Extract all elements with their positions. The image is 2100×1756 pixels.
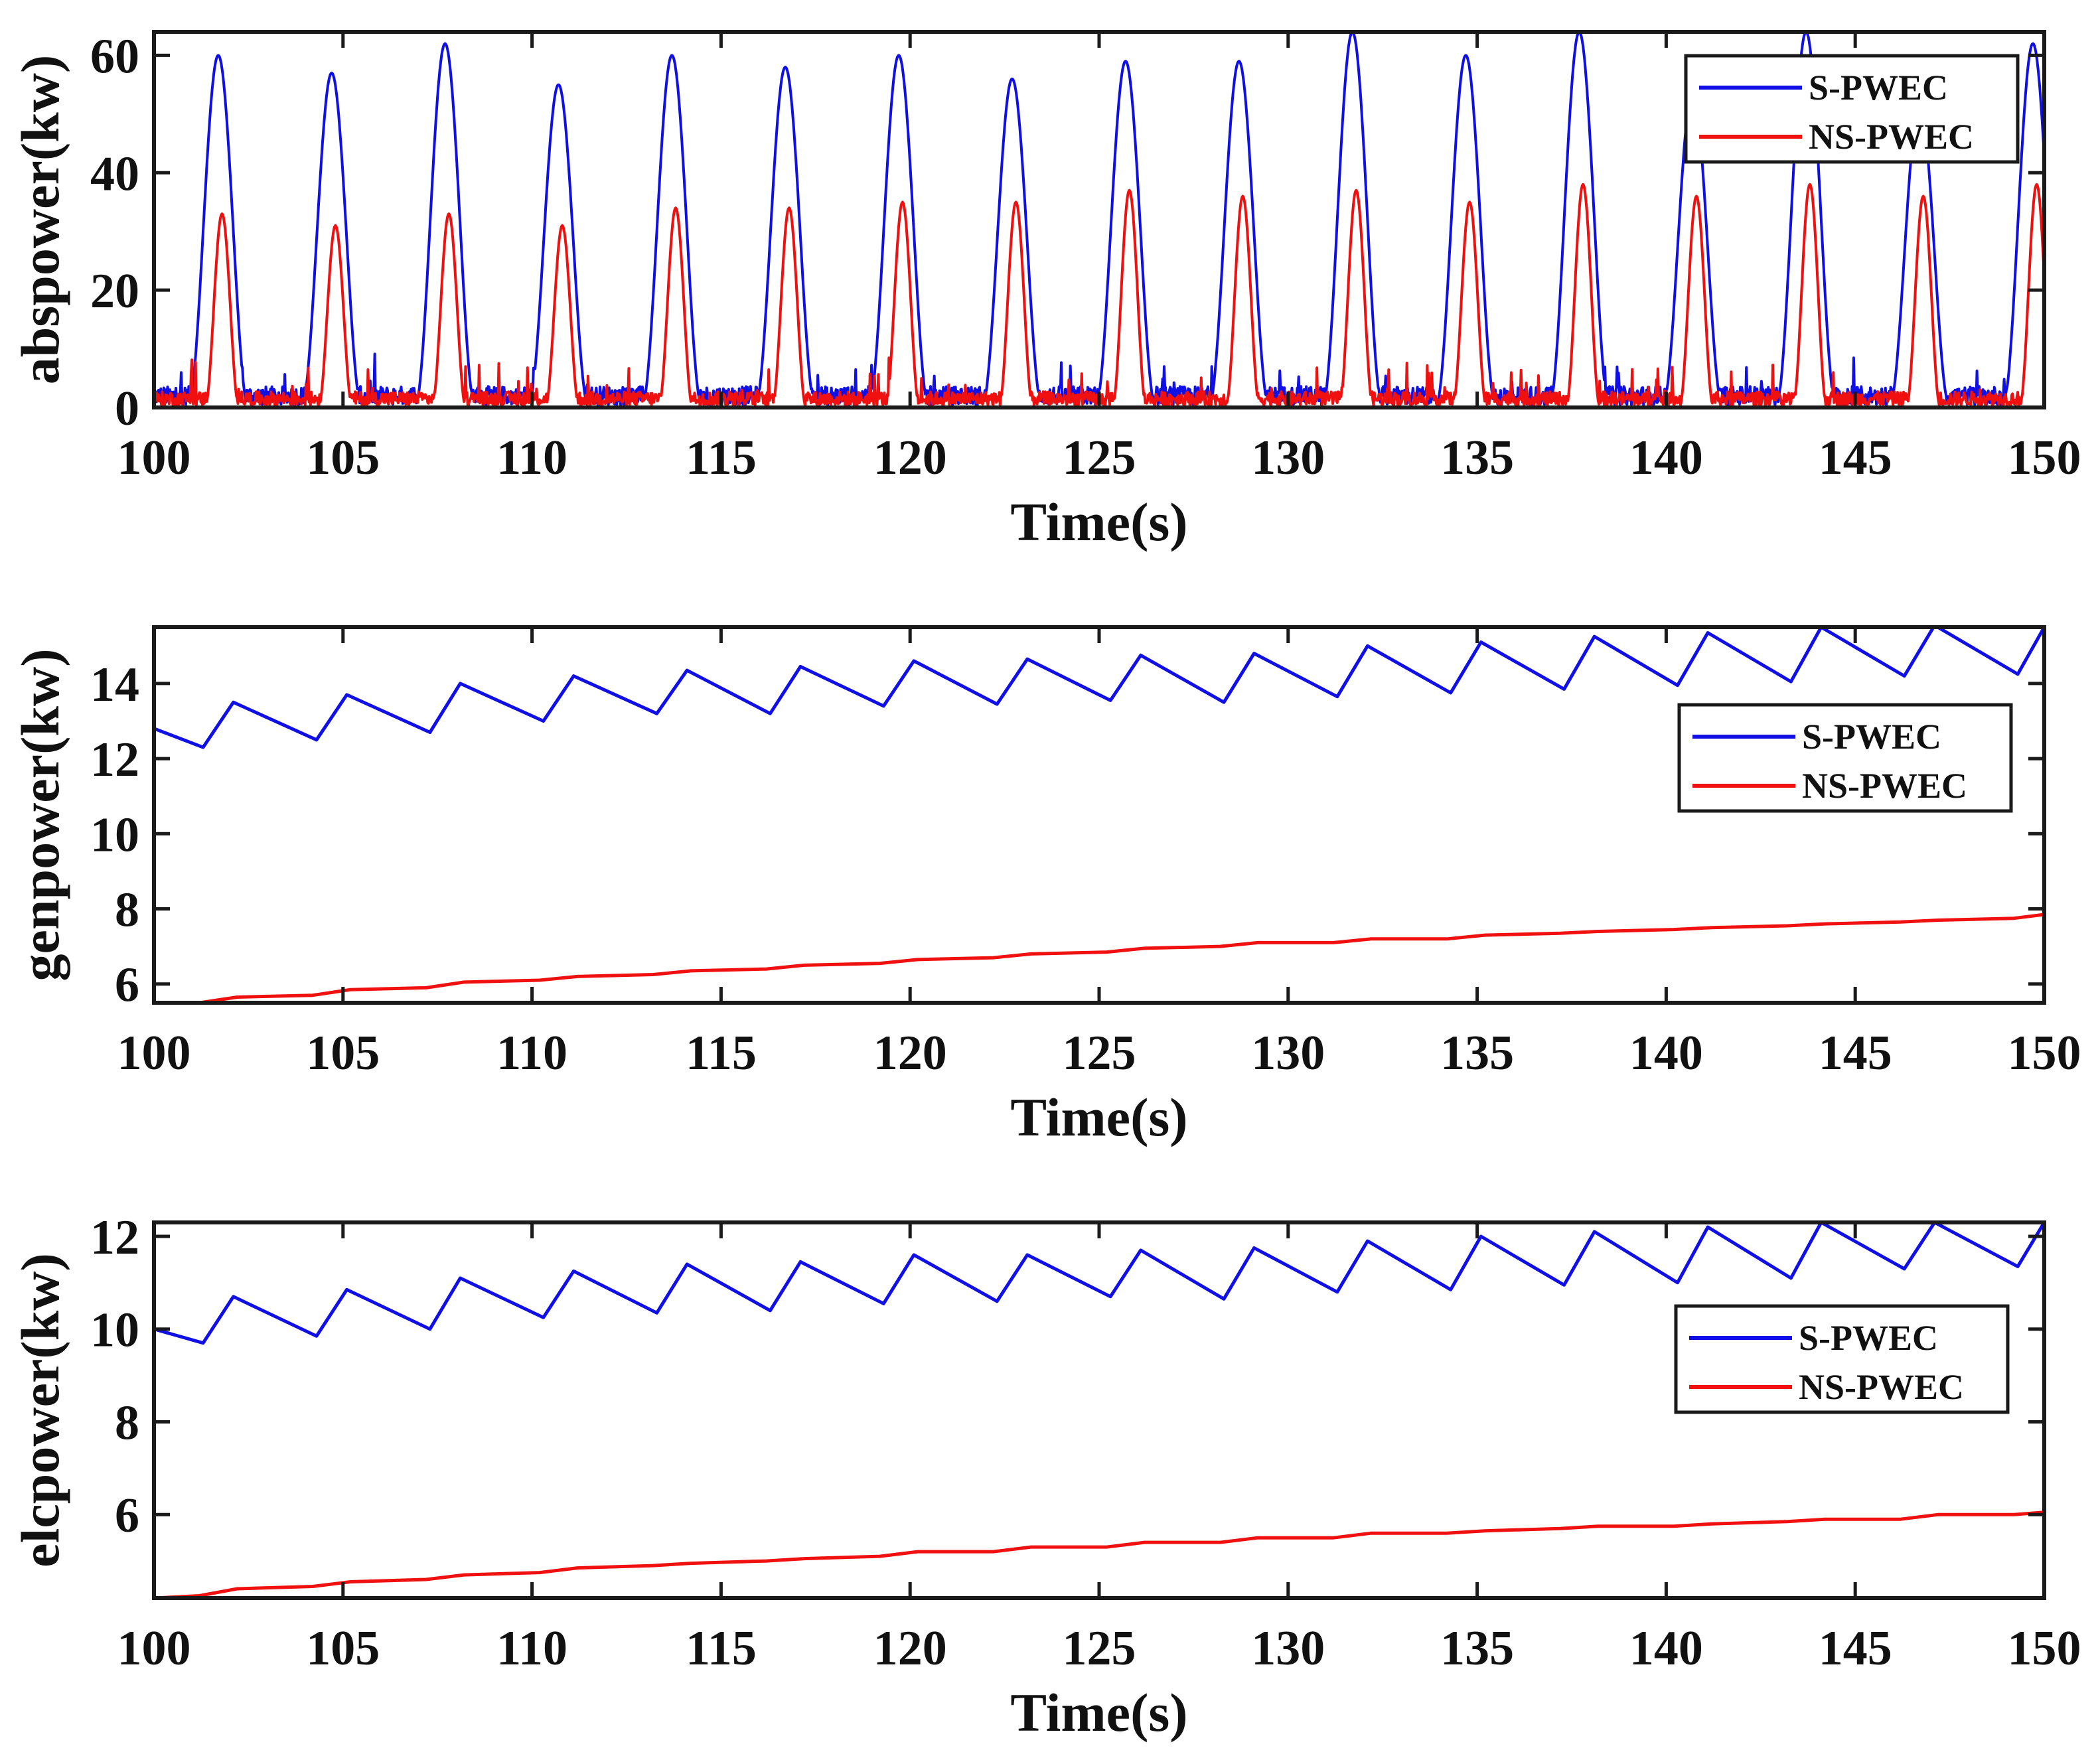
elcpower-x-tick-label: 125 bbox=[1063, 1621, 1136, 1676]
genpower-x-axis-label: Time(s) bbox=[1010, 1087, 1187, 1147]
abspower-x-tick-label: 105 bbox=[306, 431, 380, 485]
abspower-legend-s-pwec-label: S-PWEC bbox=[1809, 68, 1948, 108]
genpower-x-tick-label: 130 bbox=[1251, 1026, 1325, 1080]
abspower-legend: S-PWEC NS-PWEC bbox=[1684, 54, 2020, 164]
abspower-x-tick-label: 150 bbox=[2008, 431, 2081, 485]
genpower-x-tick-label: 125 bbox=[1063, 1026, 1136, 1080]
elcpower-y-tick-label: 12 bbox=[90, 1210, 139, 1265]
abspower-legend-ns-pwec-label: NS-PWEC bbox=[1809, 117, 1974, 157]
genpower-x-tick-label: 140 bbox=[1629, 1026, 1703, 1080]
abspower-x-tick-label: 115 bbox=[686, 431, 757, 485]
abspower-x-tick-label: 140 bbox=[1629, 431, 1703, 485]
genpower-legend-box bbox=[1677, 703, 2013, 813]
elcpower-x-axis-label: Time(s) bbox=[1010, 1682, 1187, 1743]
elcpower-y-tick-label: 8 bbox=[115, 1396, 139, 1450]
genpower-x-tick-label: 115 bbox=[686, 1026, 757, 1080]
genpower-x-tick-label: 135 bbox=[1440, 1026, 1514, 1080]
abspower-panel: 100 105 110 115 120 125 130 135 140 145 150 0 20 40 60… bbox=[10, 29, 2081, 552]
elcpower-panel: 100 105 110 115 120 125 130 135 140 145 150681012 … bbox=[10, 1210, 2081, 1743]
elcpower-x-tick-label: 130 bbox=[1251, 1621, 1325, 1676]
elcpower-x-tick-label: 110 bbox=[496, 1621, 567, 1676]
genpower-series-ns-pwec bbox=[154, 913, 2044, 1003]
genpower-legend: S-PWEC NS-PWEC bbox=[1677, 703, 2013, 813]
elcpower-legend: S-PWEC NS-PWEC bbox=[1674, 1304, 2010, 1414]
elcpower-x-tick-label: 120 bbox=[873, 1621, 947, 1676]
abspower-x-tick-label: 130 bbox=[1251, 431, 1325, 485]
abspower-x-tick-label: 120 bbox=[873, 431, 947, 485]
elcpower-y-tick-label: 10 bbox=[90, 1303, 139, 1358]
genpower-y-tick-label: 6 bbox=[115, 958, 139, 1013]
genpower-series-s-pwec bbox=[154, 627, 2044, 749]
abspower-x-tick-label: 135 bbox=[1440, 431, 1514, 485]
genpower-x-tick-label: 100 bbox=[117, 1026, 191, 1080]
genpower-x-tick-label: 105 bbox=[306, 1026, 380, 1080]
abspower-x-tick-label: 145 bbox=[1819, 431, 1892, 485]
genpower-legend-ns-pwec-label: NS-PWEC bbox=[1802, 766, 1967, 806]
elcpower-y-axis-label: elcpower(kw) bbox=[10, 1253, 70, 1568]
abspower-x-tick-label: 100 bbox=[117, 431, 191, 485]
elcpower-series-ns-pwec bbox=[154, 1510, 2044, 1598]
abspower-x-tick-label: 110 bbox=[496, 431, 567, 485]
elcpower-x-tick-label: 100 bbox=[117, 1621, 191, 1676]
abspower-x-axis-label: Time(s) bbox=[1010, 492, 1187, 552]
elcpower-x-tick-label: 150 bbox=[2008, 1621, 2081, 1676]
elcpower-x-tick-label: 135 bbox=[1440, 1621, 1514, 1676]
genpower-x-tick-label: 110 bbox=[496, 1026, 567, 1080]
genpower-legend-s-pwec-label: S-PWEC bbox=[1802, 717, 1941, 757]
abspower-x-tick-label: 125 bbox=[1063, 431, 1136, 485]
abspower-y-tick-label: 40 bbox=[90, 147, 139, 201]
genpower-x-tick-label: 150 bbox=[2008, 1026, 2081, 1080]
genpower-panel: 100 105 110 115 120 125 130 135 140 145 150 6 8 10 12 1… bbox=[10, 625, 2081, 1147]
elcpower-x-tick-label: 140 bbox=[1629, 1621, 1703, 1676]
elcpower-x-tick-label: 105 bbox=[306, 1621, 380, 1676]
elcpower-x-tick-label: 115 bbox=[686, 1621, 757, 1676]
elcpower-legend-ns-pwec-label: NS-PWEC bbox=[1799, 1367, 1964, 1407]
abspower-y-tick-label: 20 bbox=[90, 264, 139, 319]
abspower-legend-box bbox=[1684, 54, 2020, 164]
genpower-y-tick-label: 10 bbox=[90, 808, 139, 862]
abspower-y-tick-label: 60 bbox=[90, 29, 139, 84]
genpower-y-tick-label: 14 bbox=[90, 658, 139, 712]
elcpower-legend-s-pwec-label: S-PWEC bbox=[1799, 1318, 1938, 1358]
genpower-x-tick-label: 120 bbox=[873, 1026, 947, 1080]
elcpower-y-tick-label: 6 bbox=[115, 1489, 139, 1543]
genpower-y-axis-label: genpower(kw) bbox=[10, 648, 70, 981]
elcpower-x-tick-label: 145 bbox=[1819, 1621, 1892, 1676]
elcpower-series-s-pwec bbox=[154, 1222, 2044, 1345]
genpower-x-tick-label: 145 bbox=[1819, 1026, 1892, 1080]
genpower-y-tick-label: 8 bbox=[115, 883, 139, 938]
abspower-y-tick-label: 0 bbox=[115, 382, 139, 436]
abspower-y-axis-label: abspower(kw) bbox=[10, 55, 70, 385]
genpower-y-tick-label: 12 bbox=[90, 733, 139, 787]
elcpower-legend-box bbox=[1674, 1304, 2010, 1414]
